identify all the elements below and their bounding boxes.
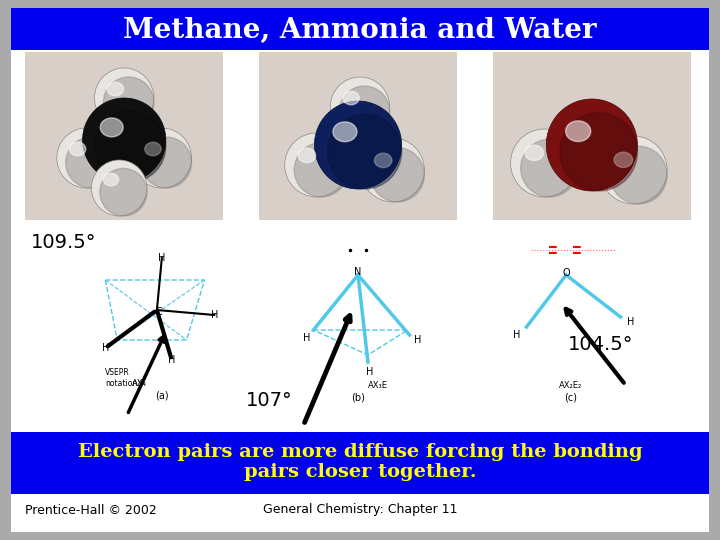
Circle shape	[100, 168, 147, 216]
Text: VSEPR: VSEPR	[105, 368, 130, 377]
Ellipse shape	[145, 142, 161, 156]
Text: pairs closer together.: pairs closer together.	[243, 463, 477, 481]
Circle shape	[95, 111, 166, 182]
Text: H: H	[158, 253, 166, 263]
Circle shape	[361, 138, 424, 202]
Circle shape	[141, 137, 192, 188]
FancyBboxPatch shape	[12, 8, 708, 50]
Circle shape	[546, 99, 637, 191]
Ellipse shape	[69, 142, 86, 156]
Text: C: C	[156, 307, 162, 317]
Circle shape	[371, 147, 424, 202]
Circle shape	[339, 86, 390, 137]
Ellipse shape	[107, 82, 123, 96]
Circle shape	[284, 133, 348, 197]
Ellipse shape	[298, 148, 315, 163]
Circle shape	[521, 139, 578, 197]
Circle shape	[560, 113, 637, 191]
Circle shape	[91, 160, 147, 216]
Ellipse shape	[566, 121, 590, 141]
Text: O: O	[562, 268, 570, 278]
FancyBboxPatch shape	[259, 52, 457, 220]
FancyBboxPatch shape	[12, 432, 708, 494]
Text: AX₂E₂: AX₂E₂	[559, 381, 582, 390]
FancyBboxPatch shape	[12, 8, 708, 532]
Ellipse shape	[103, 173, 119, 186]
Text: General Chemistry: Chapter 11: General Chemistry: Chapter 11	[263, 503, 457, 516]
Circle shape	[510, 129, 578, 197]
Text: (b): (b)	[351, 392, 365, 402]
FancyBboxPatch shape	[492, 52, 691, 220]
Text: (c): (c)	[564, 392, 577, 402]
Circle shape	[66, 137, 116, 188]
Circle shape	[328, 114, 402, 189]
Ellipse shape	[525, 145, 544, 160]
Text: H: H	[211, 310, 218, 320]
Circle shape	[315, 101, 402, 189]
Circle shape	[294, 143, 348, 197]
Text: H: H	[513, 330, 521, 340]
Text: H: H	[168, 355, 176, 365]
Text: AX₄: AX₄	[132, 379, 147, 388]
Ellipse shape	[100, 118, 123, 137]
Circle shape	[132, 128, 192, 188]
Ellipse shape	[614, 152, 633, 167]
Text: Methane, Ammonia and Water: Methane, Ammonia and Water	[123, 17, 597, 44]
Text: H: H	[102, 343, 109, 353]
Text: AX₃E: AX₃E	[368, 381, 388, 390]
Circle shape	[57, 128, 116, 188]
Ellipse shape	[374, 153, 392, 167]
Circle shape	[83, 98, 166, 182]
Text: H: H	[366, 367, 374, 377]
Text: H: H	[414, 335, 421, 345]
FancyBboxPatch shape	[25, 52, 223, 220]
Text: 104.5°: 104.5°	[568, 335, 634, 354]
Text: 107°: 107°	[246, 390, 293, 409]
Ellipse shape	[333, 122, 357, 141]
Circle shape	[600, 136, 667, 204]
Circle shape	[330, 77, 390, 137]
Text: N: N	[354, 267, 361, 277]
Text: Electron pairs are more diffuse forcing the bonding: Electron pairs are more diffuse forcing …	[78, 443, 642, 461]
Text: H: H	[303, 333, 310, 343]
Circle shape	[610, 146, 667, 204]
Circle shape	[94, 68, 154, 128]
Text: H: H	[627, 317, 634, 327]
Text: (a): (a)	[155, 390, 168, 400]
Ellipse shape	[343, 91, 359, 105]
Text: notation:: notation:	[105, 379, 140, 388]
Circle shape	[104, 77, 154, 128]
Text: 109.5°: 109.5°	[31, 233, 96, 252]
Text: Prentice-Hall © 2002: Prentice-Hall © 2002	[25, 503, 157, 516]
